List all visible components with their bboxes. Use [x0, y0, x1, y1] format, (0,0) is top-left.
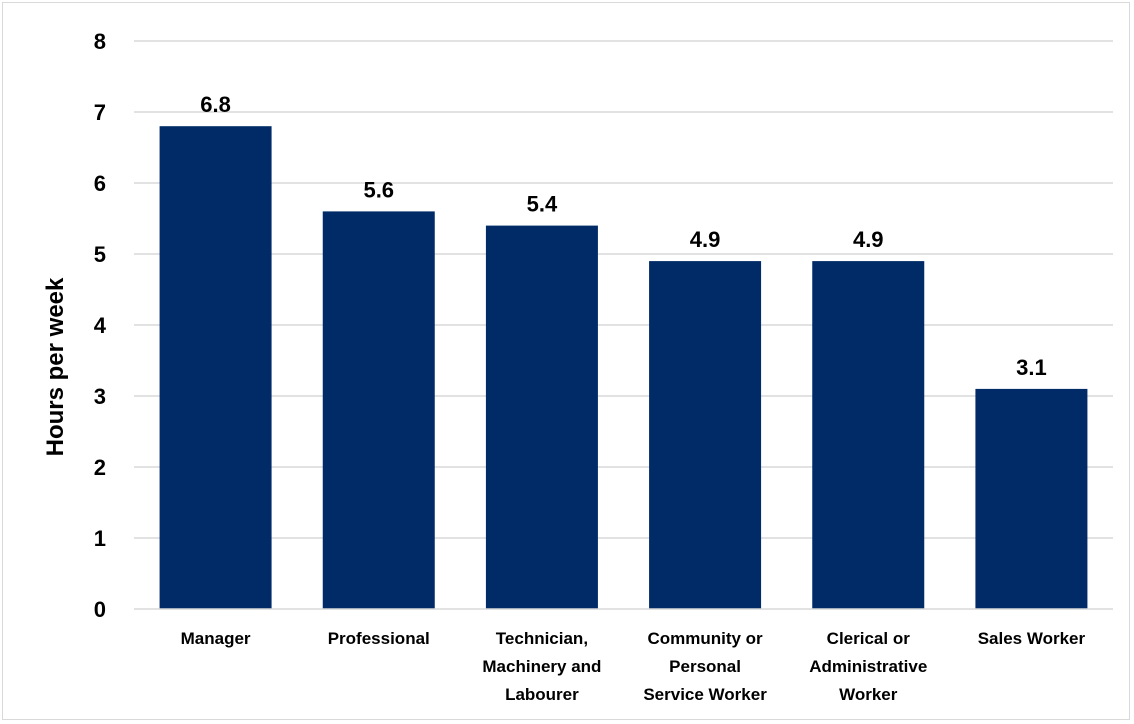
category-label-line: Community or	[647, 629, 763, 648]
bar	[975, 388, 1088, 609]
category-label-line: Administrative	[809, 657, 927, 676]
category-label-line: Personal	[669, 657, 741, 676]
category-label-line: Machinery and	[482, 657, 601, 676]
category-label-line: Technician,	[496, 629, 588, 648]
y-tick-label: 3	[94, 384, 106, 409]
y-tick-label: 0	[94, 597, 106, 622]
category-label-line: Labourer	[505, 685, 579, 704]
y-tick-label: 1	[94, 526, 106, 551]
category-label-line: Sales Worker	[978, 629, 1086, 648]
bar	[649, 261, 762, 609]
y-tick-label: 2	[94, 455, 106, 480]
category-label-line: Clerical or	[827, 629, 911, 648]
y-axis-ticks: 0 1 2 3 4 5 6 7 8	[94, 29, 107, 622]
data-label: 5.6	[363, 177, 394, 202]
bars	[159, 126, 1088, 609]
y-tick-label: 6	[94, 171, 106, 196]
category-label: Manager	[181, 629, 251, 648]
category-label-line: Manager	[181, 629, 251, 648]
category-label-line: Service Worker	[643, 685, 767, 704]
y-tick-label: 8	[94, 29, 106, 54]
bar-chart: 0 1 2 3 4 5 6 7 8 6.8 5.6 5.4 4.9 4.9 3.1 Manager Prof…	[42, 29, 1113, 704]
bar	[322, 211, 435, 609]
data-label: 4.9	[853, 227, 884, 252]
category-labels: Manager Professional Technician, Machinery …	[181, 629, 1086, 704]
gridlines	[134, 40, 1113, 539]
bar	[159, 126, 272, 609]
category-label: Clerical or Administrative Worker	[809, 629, 927, 704]
data-label: 5.4	[527, 192, 558, 217]
category-label: Sales Worker	[978, 629, 1086, 648]
y-axis-label: Hours per week	[42, 277, 69, 456]
category-label-line: Worker	[839, 685, 898, 704]
bar	[485, 225, 598, 609]
category-label-line: Professional	[328, 629, 430, 648]
data-label: 4.9	[690, 227, 721, 252]
data-label: 3.1	[1016, 355, 1047, 380]
data-label: 6.8	[200, 92, 231, 117]
data-labels: 6.8 5.6 5.4 4.9 4.9 3.1	[200, 92, 1046, 380]
category-label: Community or Personal Service Worker	[643, 629, 767, 704]
y-tick-label: 7	[94, 100, 106, 125]
y-tick-label: 5	[94, 242, 106, 267]
category-label: Professional	[328, 629, 430, 648]
y-tick-label: 4	[94, 313, 107, 338]
bar	[812, 261, 925, 609]
category-label: Technician, Machinery and Labourer	[482, 629, 601, 704]
